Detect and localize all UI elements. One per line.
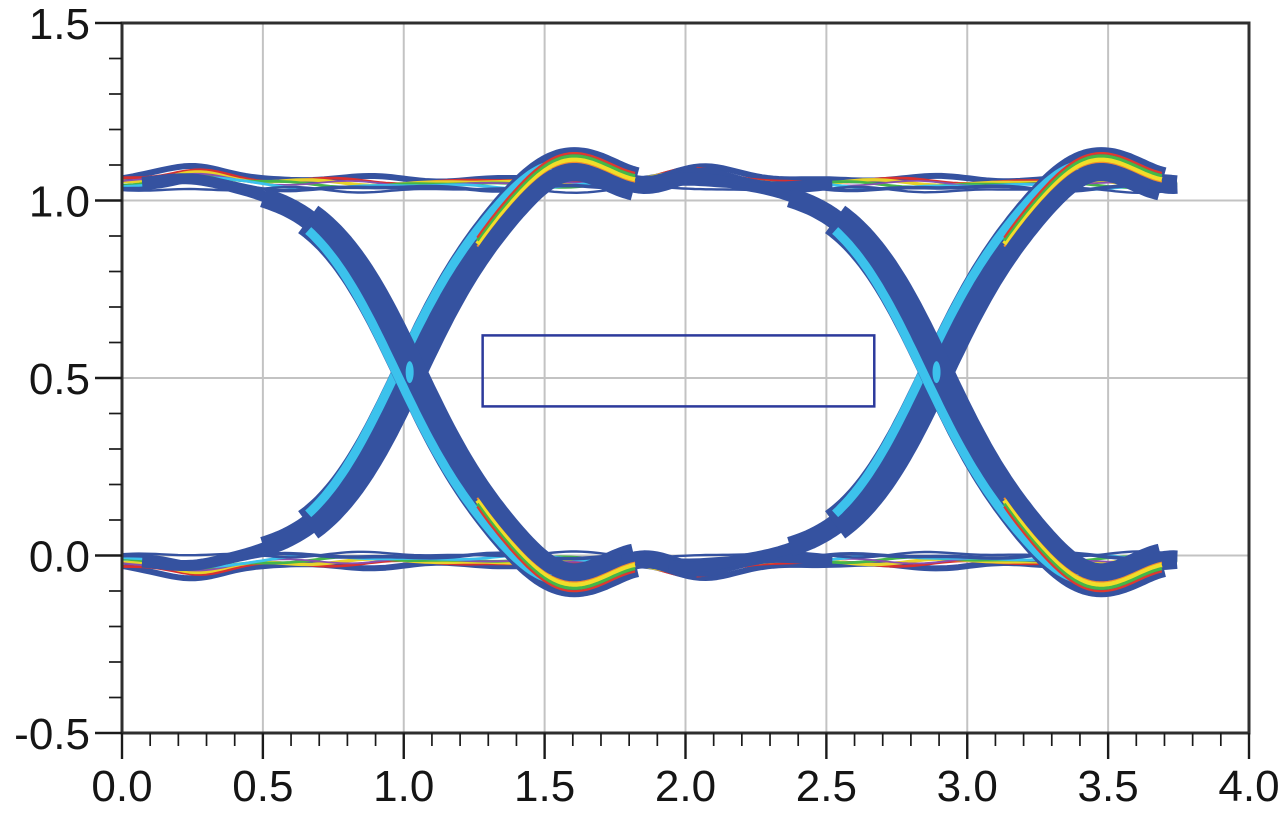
fall-edge-main-band <box>294 204 649 598</box>
fall-bend-density-streak <box>1002 502 1163 590</box>
rise-edge-main-band <box>294 147 649 540</box>
axis-layer <box>95 21 1251 759</box>
rise-bend-density-streak <box>475 154 636 242</box>
x-tick-label: 3.0 <box>937 762 998 811</box>
fall-bend-density-streak <box>475 502 636 590</box>
tick-label-layer: 0.0 0.5 1.0 1.5 2.0 2.5 3.0 3.5 4.0-0.50.00.51.0… <box>14 0 1279 811</box>
eye-trace-layer <box>121 147 1183 598</box>
crossing-hotspot <box>405 361 414 384</box>
crossing-hotspot <box>932 361 941 384</box>
y-tick-label: 1.5 <box>29 0 90 49</box>
rise-edge-cyan-stripe <box>832 160 1079 518</box>
y-tick-label: 0.5 <box>29 355 90 404</box>
x-tick-label: 4.0 <box>1218 762 1279 811</box>
rise-edge-main-band <box>821 147 1176 540</box>
mask-layer <box>481 334 876 408</box>
fall-edge-landing-band <box>1145 550 1183 573</box>
rise-bend-density-streak <box>1002 154 1163 242</box>
fall-bend-density-streak <box>1003 505 1163 593</box>
rise-edge-cyan-stripe <box>305 160 552 518</box>
rise-edge-landing-band <box>1145 171 1183 194</box>
y-tick-label: 0.0 <box>29 533 90 582</box>
x-tick-label: 0.5 <box>232 762 293 811</box>
eye-mask-rectangle <box>481 334 876 408</box>
x-tick-label: 1.0 <box>373 762 434 811</box>
rise-bend-density-streak <box>1003 152 1163 239</box>
fall-bend-density-streak <box>475 498 636 588</box>
y-tick-label: -0.5 <box>14 710 90 759</box>
x-tick-label: 1.5 <box>514 762 575 811</box>
rise-bend-density-streak <box>476 152 636 239</box>
fall-edge-main-band <box>821 204 1176 598</box>
rise-bend-density-streak <box>475 157 636 246</box>
fall-bend-density-streak <box>476 505 636 593</box>
y-tick-label: 1.0 <box>29 178 90 227</box>
x-tick-label: 0.0 <box>91 762 152 811</box>
x-tick-label: 3.5 <box>1078 762 1139 811</box>
fall-bend-density-streak <box>1002 498 1163 588</box>
rise-bend-density-streak <box>1002 157 1163 246</box>
x-tick-label: 2.5 <box>796 762 857 811</box>
fall-edge-cyan-stripe <box>305 227 552 584</box>
fall-edge-cyan-stripe <box>832 227 1079 584</box>
grid-layer <box>122 23 1249 733</box>
x-tick-label: 2.0 <box>655 762 716 811</box>
